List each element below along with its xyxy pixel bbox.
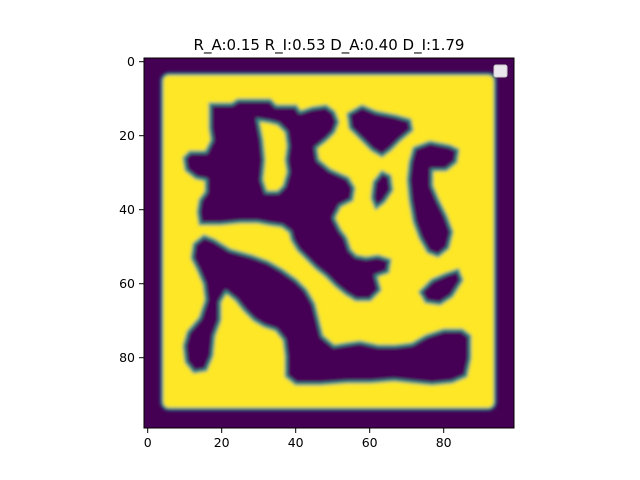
legend-box [493, 64, 508, 78]
x-tick-label: 80 [436, 435, 452, 450]
x-axis: 0 20 40 60 80 [144, 428, 452, 450]
chart-title: R_A:0.15 R_I:0.53 D_A:0.40 D_I:1.79 [194, 36, 465, 55]
y-axis: 0 20 40 60 80 [119, 54, 144, 365]
dark-region-small-right [418, 268, 464, 306]
x-tick-label: 0 [144, 435, 152, 450]
dark-region-right-column [406, 140, 460, 258]
heatmap-image [160, 72, 497, 411]
dark-region-lower [182, 234, 472, 386]
x-tick-label: 60 [362, 435, 378, 450]
x-tick-label: 20 [214, 435, 230, 450]
dark-region-upper-left [182, 98, 392, 302]
y-tick-label: 0 [127, 54, 135, 69]
x-tick-label: 40 [288, 435, 304, 450]
y-tick-label: 60 [119, 276, 135, 291]
y-tick-label: 20 [119, 128, 135, 143]
axes-frame [143, 57, 515, 429]
dark-region-top-right [346, 104, 414, 158]
dark-region-small-mid [370, 170, 394, 211]
y-tick-label: 80 [119, 350, 135, 365]
y-tick-label: 40 [119, 202, 135, 217]
plot-area [144, 58, 514, 428]
